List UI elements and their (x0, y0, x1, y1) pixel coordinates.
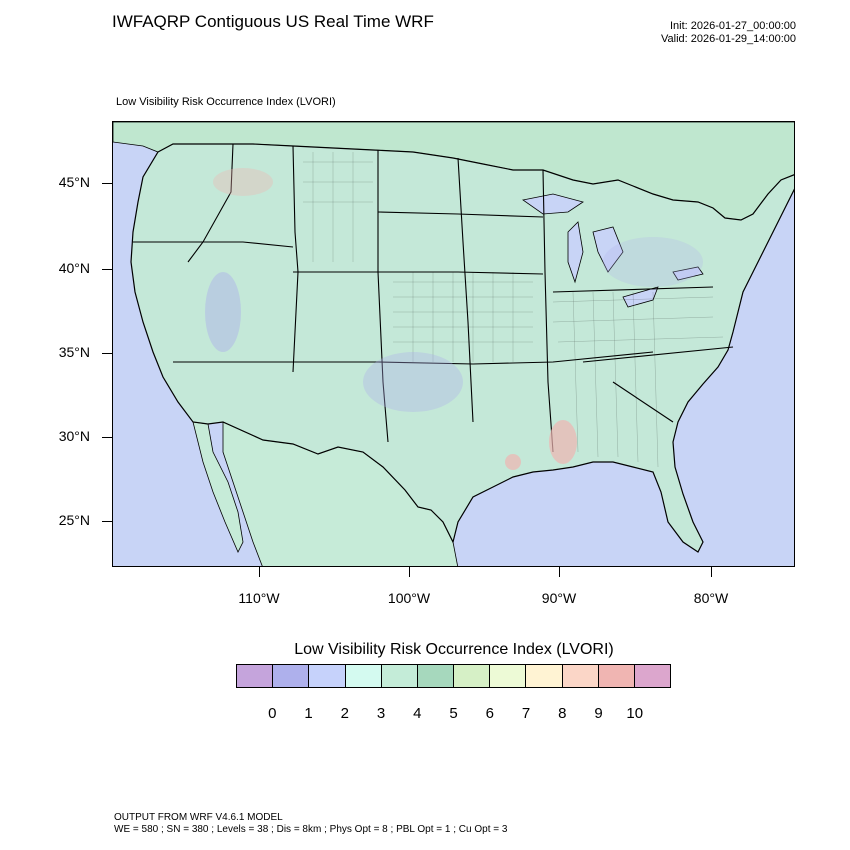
lat-tick (102, 437, 112, 438)
lon-label-80: 80°W (693, 590, 729, 606)
baja-peninsula (192, 421, 244, 553)
lat-label-40: 40°N (58, 260, 90, 276)
colorbar-label-10: 10 (626, 705, 644, 722)
lat-tick (102, 183, 112, 184)
field-subtitle: Low Visibility Risk Occurrence Index (LV… (116, 96, 336, 108)
lon-tick (559, 567, 560, 577)
colorbar-label-1: 1 (304, 705, 313, 722)
model-footer: OUTPUT FROM WRF V4.6.1 MODEL WE = 580 ; … (114, 812, 507, 836)
lon-tick (711, 567, 712, 577)
lat-tick (102, 353, 112, 354)
colorbar-label-4: 4 (413, 705, 422, 722)
colorbar-swatch-6 (454, 665, 491, 687)
footer-model-line: OUTPUT FROM WRF V4.6.1 MODEL (114, 812, 283, 823)
lat-label-30: 30°N (58, 428, 90, 444)
init-time: Init: 2026-01-27_00:00:00 (670, 20, 796, 32)
county-lines (303, 152, 724, 468)
colorbar-swatch-10 (598, 665, 635, 687)
run-time-info: Init: 2026-01-27_00:00:00 Valid: 2026-01… (661, 20, 796, 46)
lon-tick (409, 567, 410, 577)
colorbar-label-0: 0 (268, 705, 277, 722)
colorbar-label-2: 2 (340, 705, 349, 722)
colorbar (236, 664, 671, 688)
colorbar-swatch-9 (562, 665, 599, 687)
lon-label-100: 100°W (387, 590, 431, 606)
map-canvas (113, 122, 794, 566)
colorbar-swatch-11 (634, 665, 671, 687)
lat-label-45: 45°N (58, 174, 90, 190)
colorbar-swatch-0 (237, 665, 274, 687)
footer-config-line: WE = 580 ; SN = 380 ; Levels = 38 ; Dis … (114, 824, 508, 835)
lat-label-35: 35°N (58, 344, 90, 360)
colorbar-label-7: 7 (521, 705, 531, 722)
colorbar-swatch-1 (273, 665, 310, 687)
colorbar-swatch-5 (417, 665, 455, 687)
colorbar-swatch-2 (309, 665, 346, 687)
lon-label-110: 110°W (238, 590, 280, 606)
colorbar-label-5: 5 (449, 705, 458, 722)
colorbar-label-3: 3 (376, 705, 386, 722)
lat-tick (102, 269, 112, 270)
plot-title: IWFAQRP Contiguous US Real Time WRF (112, 12, 434, 31)
legend-title: Low Visibility Risk Occurrence Index (LV… (294, 641, 614, 658)
valid-time: Valid: 2026-01-29_14:00:00 (661, 33, 796, 45)
risk-patches (205, 168, 703, 470)
colorbar-swatch-8 (526, 665, 563, 687)
contiguous-us-region (130, 143, 794, 553)
lon-tick (259, 567, 260, 577)
colorbar-swatch-7 (490, 665, 527, 687)
great-lakes (522, 193, 704, 308)
lat-label-25: 25°N (58, 512, 90, 528)
colorbar-label-8: 8 (558, 705, 567, 722)
map-panel (112, 121, 795, 567)
colorbar-label-6: 6 (485, 705, 494, 722)
colorbar-swatch-4 (381, 665, 418, 687)
colorbar-label-9: 9 (594, 705, 603, 722)
lon-label-90: 90°W (541, 590, 577, 606)
lat-tick (102, 521, 112, 522)
colorbar-swatch-3 (345, 665, 382, 687)
